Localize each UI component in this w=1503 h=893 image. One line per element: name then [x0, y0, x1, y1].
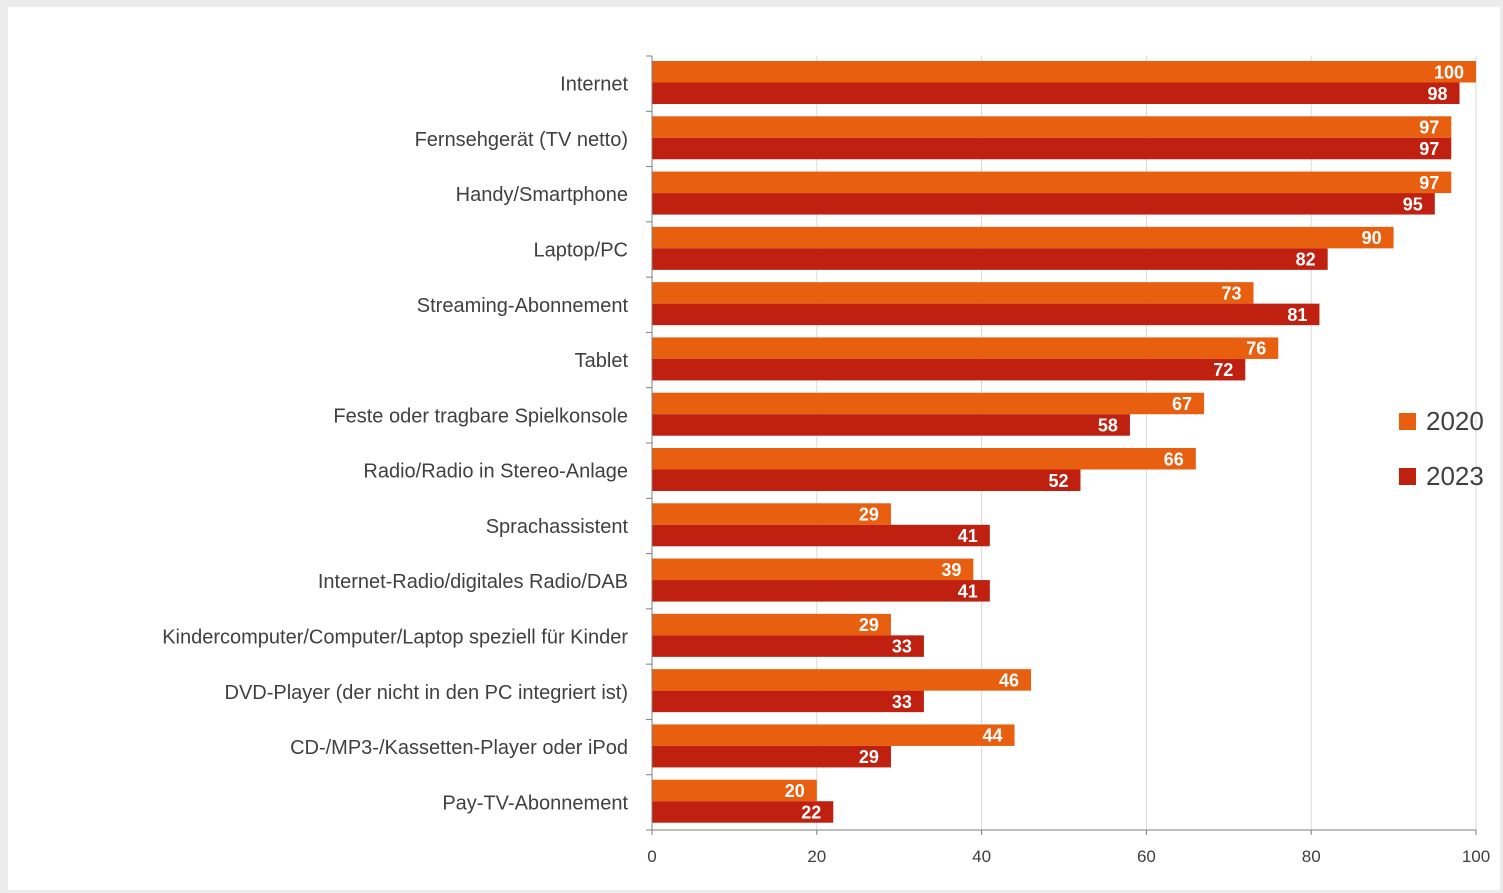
bar-2023: [652, 580, 990, 602]
category-label: Internet: [560, 74, 628, 96]
data-label-2023: 41: [958, 526, 978, 546]
data-label-2020: 29: [859, 505, 879, 525]
data-label-2020: 73: [1221, 283, 1241, 303]
chart-area: 0 20 40 60 80 100 Internet 100 98 Fernsehgerät (T…: [8, 7, 1500, 890]
legend-label-2023: 2023: [1426, 461, 1484, 491]
data-label-2023: 22: [801, 802, 821, 822]
bar-2023: [652, 358, 1246, 381]
bar-2020: [652, 337, 1279, 359]
bar-2020: [652, 392, 1205, 415]
category-label: Radio/Radio in Stereo-Anlage: [363, 461, 628, 483]
bar-2023: [652, 414, 1130, 436]
data-label-2020: 29: [859, 615, 879, 635]
legend-swatch-2020: [1399, 413, 1416, 430]
x-tick-label: 100: [1462, 847, 1490, 866]
data-label-2023: 82: [1296, 250, 1316, 270]
data-label-2020: 76: [1246, 339, 1266, 359]
data-label-2023: 95: [1403, 194, 1423, 214]
bar-2023: [652, 82, 1460, 104]
legend-swatch-2023: [1399, 468, 1416, 485]
x-tick-label: 40: [972, 847, 991, 866]
data-label-2023: 33: [892, 637, 912, 657]
bar-2023: [652, 248, 1328, 270]
data-label-2020: 20: [785, 781, 805, 801]
category-label: Streaming-Abonnement: [417, 295, 629, 317]
data-label-2020: 90: [1362, 228, 1382, 248]
axes: [646, 55, 1477, 835]
bar-2023: [652, 635, 924, 657]
bar-2020: [652, 116, 1452, 138]
bar-2020: [652, 724, 1015, 746]
category-label: Internet-Radio/digitales Radio/DAB: [318, 571, 628, 593]
data-label-2020: 97: [1419, 173, 1439, 193]
data-label-2023: 52: [1048, 471, 1068, 491]
bar-2020: [652, 558, 974, 581]
data-label-2020: 97: [1419, 118, 1439, 138]
bar-2020: [652, 448, 1196, 470]
bar-2020: [652, 613, 891, 636]
bar-2020: [652, 226, 1394, 249]
bar-2020: [652, 503, 891, 525]
x-tick-label: 80: [1302, 847, 1321, 866]
category-label: Sprachassistent: [486, 516, 629, 538]
category-label: DVD-Player (der nicht in den PC integrie…: [225, 682, 628, 704]
data-label-2020: 67: [1172, 394, 1192, 414]
data-label-2023: 58: [1098, 415, 1118, 435]
bar-2023: [652, 303, 1320, 326]
bar-2023: [652, 193, 1435, 215]
data-label-2020: 66: [1164, 449, 1184, 469]
category-label: Tablet: [575, 350, 629, 372]
data-label-2023: 29: [859, 747, 879, 767]
x-tick-label: 0: [647, 847, 656, 866]
category-label: CD-/MP3-/Kassetten-Player oder iPod: [290, 737, 628, 759]
bar-2023: [652, 690, 924, 713]
x-tick-label: 60: [1137, 847, 1156, 866]
bar-2023: [652, 469, 1081, 491]
bar-2023: [652, 745, 891, 768]
data-label-2023: 81: [1287, 305, 1307, 325]
bar-2020: [652, 669, 1032, 691]
data-label-2020: 44: [983, 726, 1003, 746]
data-label-2020: 39: [941, 560, 961, 580]
bar-2020: [652, 61, 1476, 83]
x-tick-label: 20: [807, 847, 826, 866]
data-label-2020: 46: [999, 670, 1019, 690]
category-label: Pay-TV-Abonnement: [442, 792, 628, 814]
category-label: Laptop/PC: [533, 240, 628, 262]
data-label-2023: 98: [1427, 84, 1447, 104]
bar-2020: [652, 779, 817, 802]
data-label-2023: 41: [958, 581, 978, 601]
legend-label-2020: 2020: [1426, 406, 1484, 436]
bar-2023: [652, 137, 1452, 160]
bars: [652, 61, 1476, 823]
category-label: Fernsehgerät (TV netto): [415, 129, 628, 151]
data-label-2023: 33: [892, 692, 912, 712]
category-label: Feste oder tragbare Spielkonsole: [333, 405, 628, 427]
bar-2023: [652, 801, 834, 823]
legend: 2020 2023: [1399, 406, 1484, 491]
category-label: Kindercomputer/Computer/Laptop speziell …: [162, 627, 628, 649]
category-label: Handy/Smartphone: [456, 184, 628, 206]
bar-2020: [652, 171, 1452, 194]
bar-2023: [652, 524, 990, 547]
data-label-2023: 72: [1213, 360, 1233, 380]
bar-2020: [652, 282, 1254, 304]
data-label-2020: 100: [1434, 62, 1464, 82]
data-label-2023: 97: [1419, 139, 1439, 159]
